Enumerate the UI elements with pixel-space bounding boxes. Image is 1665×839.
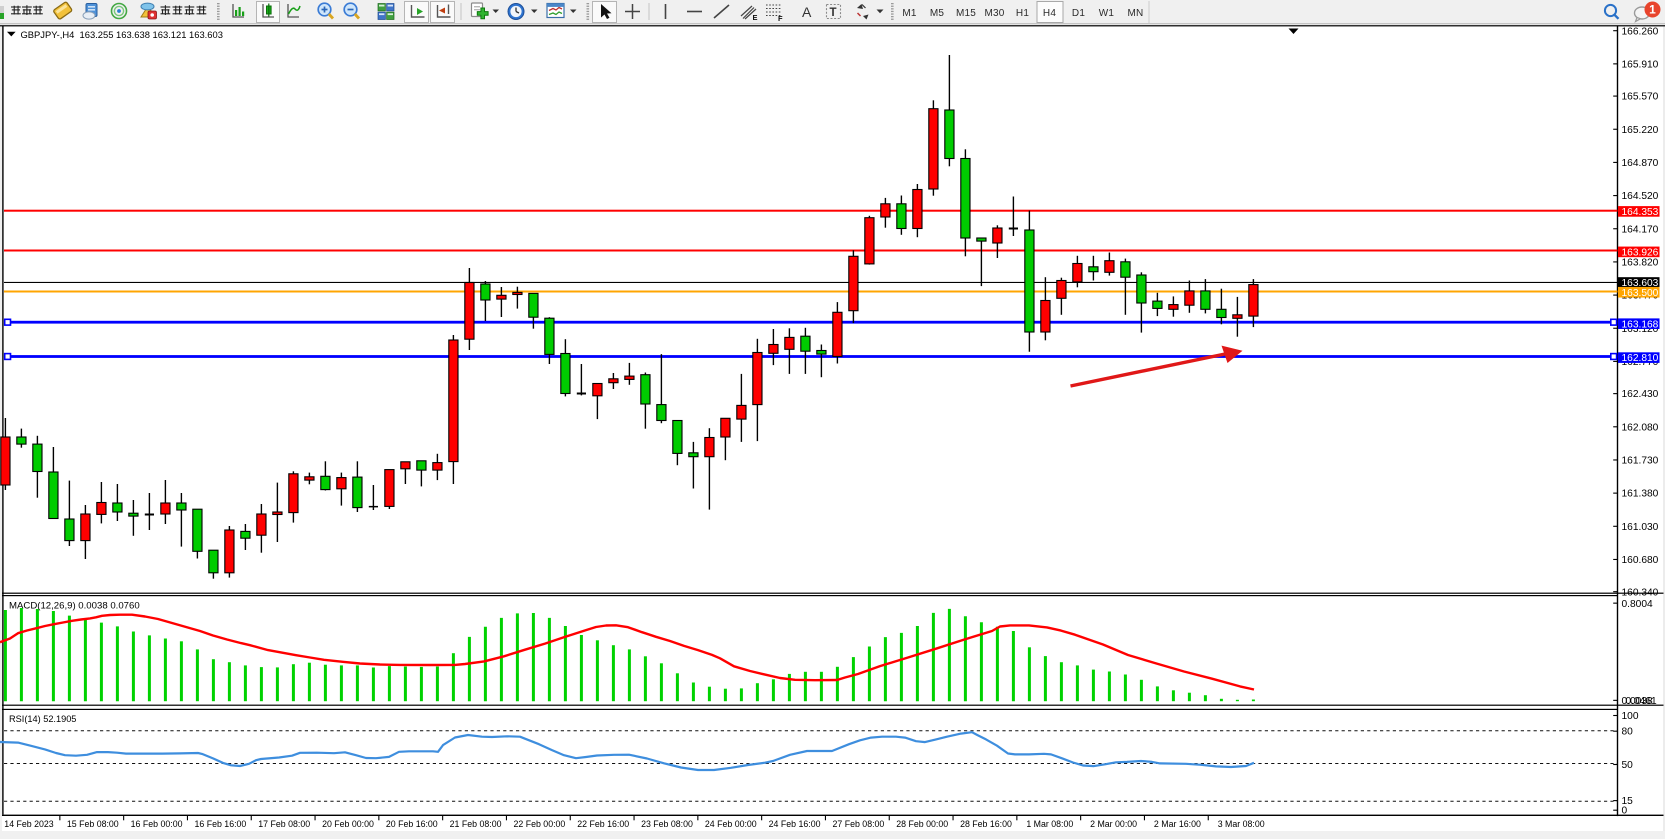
svg-text:2 Mar 16:00: 2 Mar 16:00 [1154,819,1201,829]
svg-text:GBPJPY-,H4 163.255 163.638 16: GBPJPY-,H4 163.255 163.638 163.121 163.6… [21,29,223,40]
svg-text:163.168: 163.168 [1622,319,1659,330]
svg-text:100: 100 [1622,711,1639,722]
svg-text:163.120: 163.120 [1622,324,1659,335]
svg-text:0.0038: 0.0038 [1622,696,1653,707]
svg-text:14 Feb 2023: 14 Feb 2023 [4,819,54,829]
svg-text:164.353: 164.353 [1622,207,1659,218]
svg-text:162.080: 162.080 [1622,422,1659,433]
svg-text:3 Mar 08:00: 3 Mar 08:00 [1218,819,1265,829]
svg-text:T: T [830,7,837,19]
svg-text:163.820: 163.820 [1622,258,1659,269]
svg-text:A: A [802,4,812,20]
svg-text:H4: H4 [1043,8,1056,19]
svg-text:160.340: 160.340 [1622,587,1659,598]
svg-text:160.680: 160.680 [1622,555,1659,566]
svg-text:0.8004: 0.8004 [1622,599,1653,610]
svg-text:D1: D1 [1072,8,1085,19]
svg-text:23 Feb 08:00: 23 Feb 08:00 [641,819,693,829]
svg-text:161.030: 161.030 [1622,522,1659,533]
svg-text:80: 80 [1622,727,1634,738]
svg-text:163.603: 163.603 [1622,278,1659,289]
svg-text:20 Feb 16:00: 20 Feb 16:00 [386,819,438,829]
svg-text:163.926: 163.926 [1622,247,1659,258]
svg-text:28 Feb 16:00: 28 Feb 16:00 [960,819,1012,829]
svg-text:16 Feb 16:00: 16 Feb 16:00 [194,819,246,829]
svg-text:164.520: 164.520 [1622,191,1659,202]
svg-text:M1: M1 [902,8,917,19]
svg-text:162.430: 162.430 [1622,389,1659,400]
svg-text:50: 50 [1622,760,1634,771]
svg-text:1: 1 [1649,3,1656,17]
svg-text:162.810: 162.810 [1622,353,1659,364]
svg-text:161.730: 161.730 [1622,456,1659,467]
svg-text:F: F [778,14,783,23]
svg-text:20 Feb 00:00: 20 Feb 00:00 [322,819,374,829]
svg-text:H1: H1 [1016,8,1029,19]
svg-text:15 Feb 08:00: 15 Feb 08:00 [67,819,119,829]
svg-text:21 Feb 08:00: 21 Feb 08:00 [450,819,502,829]
svg-text:27 Feb 08:00: 27 Feb 08:00 [832,819,884,829]
svg-text:15: 15 [1622,796,1634,807]
svg-text:165.220: 165.220 [1622,125,1659,136]
svg-text:164.170: 164.170 [1622,224,1659,235]
svg-text:163.500: 163.500 [1622,288,1659,299]
svg-text:RSI(14) 52.1905: RSI(14) 52.1905 [9,714,76,724]
svg-text:22 Feb 16:00: 22 Feb 16:00 [577,819,629,829]
svg-text:28 Feb 00:00: 28 Feb 00:00 [896,819,948,829]
svg-text:16 Feb 00:00: 16 Feb 00:00 [131,819,183,829]
svg-text:0.0461: 0.0461 [1626,696,1657,707]
svg-text:165.910: 165.910 [1622,59,1659,70]
svg-text:0: 0 [1622,806,1628,817]
svg-text:M30: M30 [984,8,1004,19]
svg-text:166.260: 166.260 [1622,26,1659,37]
svg-text:161.380: 161.380 [1622,489,1659,500]
svg-text:M5: M5 [930,8,945,19]
svg-text:M15: M15 [956,8,976,19]
svg-text:1 Mar 08:00: 1 Mar 08:00 [1026,819,1073,829]
svg-text:22 Feb 00:00: 22 Feb 00:00 [513,819,565,829]
svg-text:24 Feb 00:00: 24 Feb 00:00 [705,819,757,829]
svg-text:2 Mar 00:00: 2 Mar 00:00 [1090,819,1137,829]
svg-text:165.570: 165.570 [1622,92,1659,103]
svg-text:E: E [753,13,758,22]
svg-text:24 Feb 16:00: 24 Feb 16:00 [769,819,821,829]
svg-text:164.870: 164.870 [1622,158,1659,169]
svg-text:W1: W1 [1099,8,1115,19]
svg-text:MACD(12,26,9) 0.0038 0.0760: MACD(12,26,9) 0.0038 0.0760 [9,601,140,612]
svg-text:17 Feb 08:00: 17 Feb 08:00 [258,819,310,829]
svg-text:MN: MN [1128,8,1144,19]
